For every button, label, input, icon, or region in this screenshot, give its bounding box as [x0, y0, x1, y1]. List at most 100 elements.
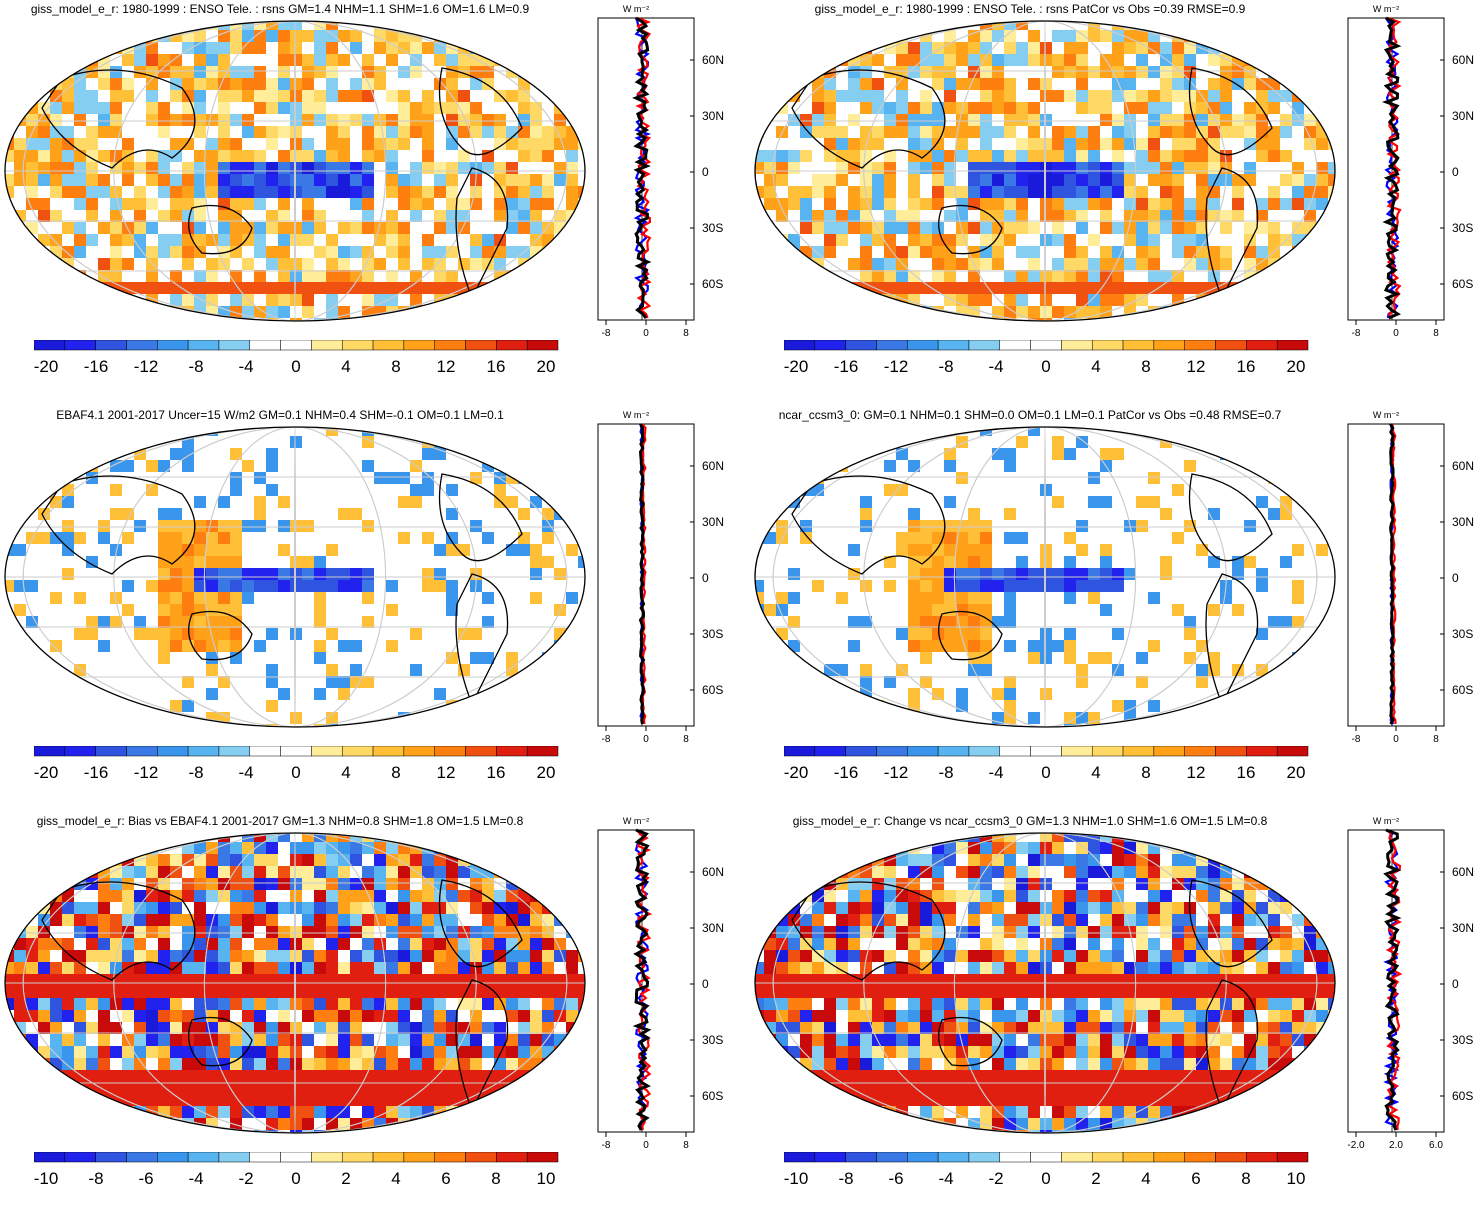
- field-cell: [872, 318, 884, 324]
- field-cell: [554, 1082, 566, 1094]
- field-cell: [908, 604, 920, 616]
- field-cell: [908, 18, 920, 30]
- field-cell: [1184, 126, 1196, 138]
- field-cell: [776, 246, 788, 258]
- field-cell: [530, 436, 542, 448]
- field-cell: [932, 258, 944, 270]
- field-cell: [848, 114, 860, 126]
- field-cell: [992, 950, 1004, 962]
- field-cell: [38, 1130, 50, 1136]
- field-cell: [470, 1034, 482, 1046]
- field-cell: [278, 878, 290, 890]
- field-cell: [278, 258, 290, 270]
- field-cell: [158, 640, 170, 652]
- field-cell: [530, 270, 542, 282]
- field-cell: [242, 1082, 254, 1094]
- field-cell: [788, 568, 800, 580]
- field-cell: [506, 1118, 518, 1130]
- field-cell: [122, 18, 134, 30]
- field-cell: [314, 1082, 326, 1094]
- field-cell: [1088, 126, 1100, 138]
- field-cell: [1052, 126, 1064, 138]
- field-cell: [506, 90, 518, 102]
- field-cell: [1316, 42, 1328, 54]
- field-cell: [14, 246, 26, 258]
- field-cell: [206, 652, 218, 664]
- field-cell: [1052, 568, 1064, 580]
- field-cell: [1316, 712, 1328, 724]
- field-cell: [1244, 986, 1256, 998]
- field-cell: [980, 902, 992, 914]
- field-cell: [908, 126, 920, 138]
- field-cell: [206, 1130, 218, 1136]
- field-cell: [956, 162, 968, 174]
- field-cell: [848, 640, 860, 652]
- field-cell: [944, 854, 956, 866]
- field-cell: [26, 676, 38, 688]
- field-cell: [182, 520, 194, 532]
- field-cell: [1160, 90, 1172, 102]
- field-cell: [2, 866, 14, 878]
- field-cell: [266, 1022, 278, 1034]
- field-cell: [398, 472, 410, 484]
- field-cell: [1124, 90, 1136, 102]
- field-cell: [254, 90, 266, 102]
- field-cell: [266, 126, 278, 138]
- field-cell: [98, 950, 110, 962]
- field-cell: [158, 628, 170, 640]
- field-cell: [146, 866, 158, 878]
- field-cell: [422, 890, 434, 902]
- field-cell: [338, 986, 350, 998]
- field-cell: [434, 568, 446, 580]
- field-cell: [338, 258, 350, 270]
- field-cell: [1292, 186, 1304, 198]
- colorbar-tick-label: 16: [487, 763, 506, 782]
- field-cell: [38, 234, 50, 246]
- field-cell: [1292, 198, 1304, 210]
- field-cell: [230, 986, 242, 998]
- field-cell: [86, 234, 98, 246]
- field-cell: [410, 998, 422, 1010]
- field-cell: [980, 258, 992, 270]
- field-cell: [314, 162, 326, 174]
- field-cell: [1292, 986, 1304, 998]
- field-cell: [338, 1082, 350, 1094]
- field-cell: [50, 1106, 62, 1118]
- field-cell: [242, 926, 254, 938]
- field-cell: [482, 54, 494, 66]
- field-cell: [110, 1058, 122, 1070]
- field-cell: [1136, 878, 1148, 890]
- field-cell: [50, 854, 62, 866]
- field-cell: [1136, 950, 1148, 962]
- field-cell: [932, 174, 944, 186]
- field-cell: [980, 628, 992, 640]
- field-cell: [350, 90, 362, 102]
- field-cell: [824, 162, 836, 174]
- field-cell: [50, 472, 62, 484]
- field-cell: [872, 902, 884, 914]
- field-cell: [920, 926, 932, 938]
- field-cell: [146, 998, 158, 1010]
- field-cell: [62, 1010, 74, 1022]
- field-cell: [932, 938, 944, 950]
- field-cell: [764, 126, 776, 138]
- field-cell: [254, 222, 266, 234]
- field-cell: [932, 222, 944, 234]
- field-cell: [482, 926, 494, 938]
- field-cell: [908, 318, 920, 324]
- field-cell: [836, 42, 848, 54]
- field-cell: [752, 162, 764, 174]
- field-cell: [494, 1094, 506, 1106]
- field-cell: [482, 592, 494, 604]
- field-cell: [134, 1046, 146, 1058]
- field-cell: [812, 580, 824, 592]
- field-cell: [410, 114, 422, 126]
- field-cell: [908, 306, 920, 318]
- field-cell: [1136, 520, 1148, 532]
- field-cell: [1112, 448, 1124, 460]
- field-cell: [86, 902, 98, 914]
- field-cell: [824, 198, 836, 210]
- field-cell: [542, 700, 554, 712]
- field-cell: [554, 974, 566, 986]
- field-cell: [110, 318, 122, 324]
